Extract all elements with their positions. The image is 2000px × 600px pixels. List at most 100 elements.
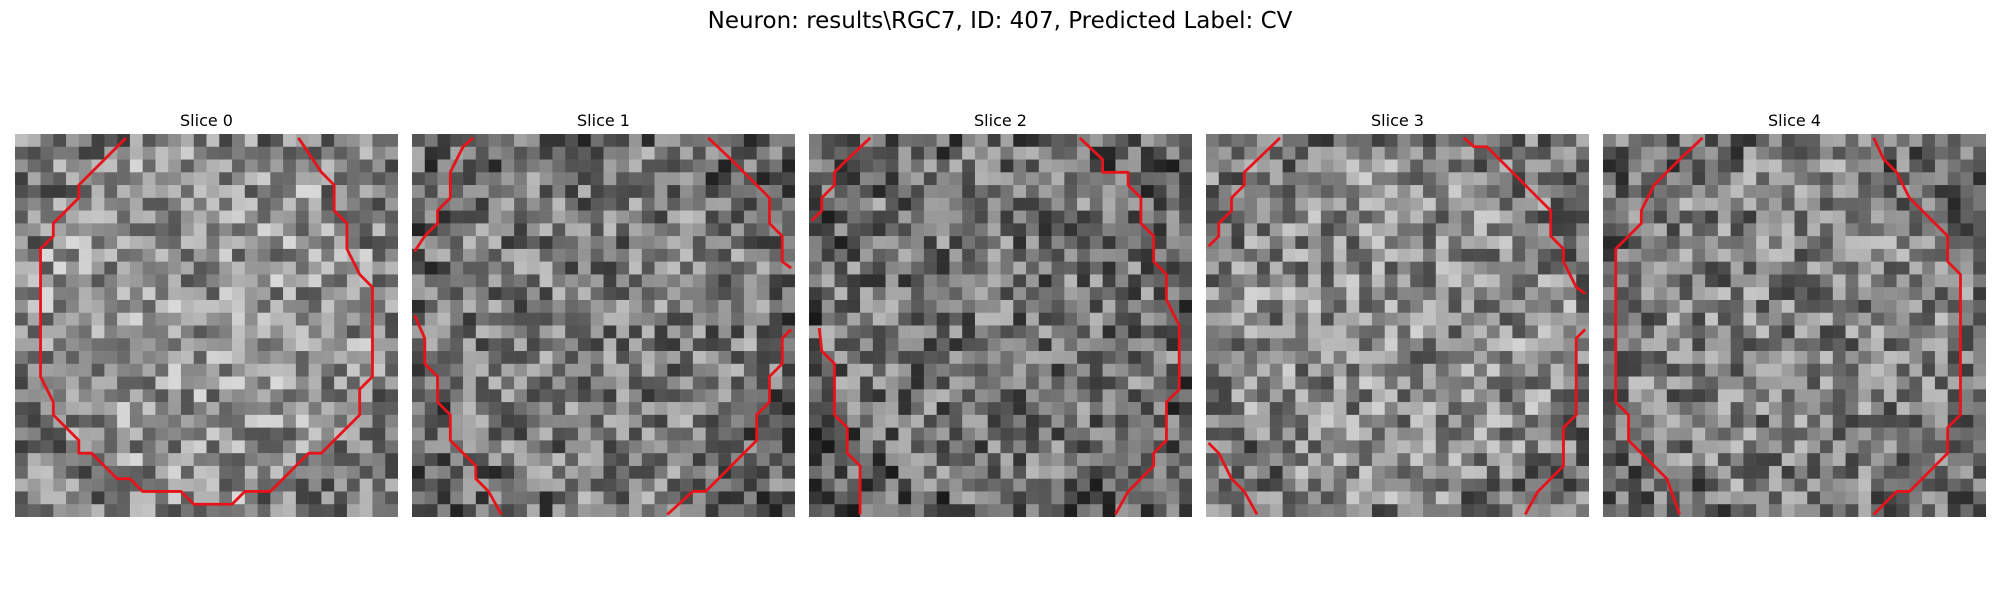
- pixel: [667, 415, 680, 428]
- pixel: [693, 172, 706, 185]
- pixel: [949, 377, 962, 390]
- pixel: [1346, 415, 1359, 428]
- pixel: [1948, 466, 1961, 479]
- pixel: [718, 415, 731, 428]
- pixel: [28, 211, 41, 224]
- pixel: [143, 300, 156, 313]
- pixel: [1909, 160, 1922, 173]
- pixel: [1884, 274, 1897, 287]
- pixel: [1141, 274, 1154, 287]
- pixel: [860, 236, 873, 249]
- pixel: [1538, 364, 1551, 377]
- pixel: [321, 211, 334, 224]
- pixel: [1641, 236, 1654, 249]
- pixel: [1705, 287, 1718, 300]
- pixel: [1244, 326, 1257, 339]
- pixel: [514, 428, 527, 441]
- pixel: [1884, 428, 1897, 441]
- pixel: [15, 440, 28, 453]
- pixel: [616, 326, 629, 339]
- pixel: [270, 313, 283, 326]
- pixel: [1538, 504, 1551, 517]
- pixel: [591, 223, 604, 236]
- pixel: [321, 326, 334, 339]
- pixel: [1782, 236, 1795, 249]
- pixel: [1512, 440, 1525, 453]
- pixel: [1563, 147, 1576, 160]
- pixel: [1833, 287, 1846, 300]
- pixel: [1244, 313, 1257, 326]
- pixel: [155, 428, 168, 441]
- pixel: [604, 236, 617, 249]
- pixel: [937, 351, 950, 364]
- pixel: [143, 453, 156, 466]
- pixel: [1846, 134, 1859, 147]
- pixel: [988, 389, 1001, 402]
- pixel: [1525, 415, 1538, 428]
- pixel: [425, 172, 438, 185]
- pixel: [143, 377, 156, 390]
- pixel: [924, 351, 937, 364]
- pixel: [489, 326, 502, 339]
- pixel: [1512, 364, 1525, 377]
- pixel: [1128, 160, 1141, 173]
- pixel: [1731, 504, 1744, 517]
- pixel: [1538, 415, 1551, 428]
- pixel: [258, 338, 271, 351]
- pixel: [706, 364, 719, 377]
- pixel: [489, 466, 502, 479]
- pixel: [1219, 300, 1232, 313]
- pixel: [15, 326, 28, 339]
- pixel: [66, 274, 79, 287]
- pixel: [1026, 185, 1039, 198]
- pixel: [1973, 134, 1986, 147]
- pixel: [412, 338, 425, 351]
- pixel: [41, 504, 54, 517]
- pixel: [168, 274, 181, 287]
- pixel: [1743, 249, 1756, 262]
- pixel: [1026, 504, 1039, 517]
- pixel: [181, 185, 194, 198]
- pixel: [1512, 147, 1525, 160]
- pixel: [1948, 274, 1961, 287]
- pixel: [1141, 364, 1154, 377]
- pixel: [1257, 185, 1270, 198]
- pixel: [1474, 428, 1487, 441]
- pixel: [1474, 172, 1487, 185]
- pixel: [1512, 262, 1525, 275]
- pixel: [1334, 236, 1347, 249]
- pixel: [1398, 351, 1411, 364]
- pixel: [873, 313, 886, 326]
- pixel: [1103, 313, 1116, 326]
- pixel: [1334, 223, 1347, 236]
- pixel: [1398, 466, 1411, 479]
- pixel: [1206, 453, 1219, 466]
- pixel: [1667, 364, 1680, 377]
- pixel: [194, 300, 207, 313]
- pixel: [321, 338, 334, 351]
- pixel: [1487, 415, 1500, 428]
- pixel: [1052, 172, 1065, 185]
- pixel: [1308, 364, 1321, 377]
- pixel: [245, 160, 258, 173]
- pixel: [514, 172, 527, 185]
- pixel: [680, 453, 693, 466]
- pixel: [438, 300, 451, 313]
- pixel: [898, 504, 911, 517]
- pixel: [1807, 415, 1820, 428]
- pixel: [693, 479, 706, 492]
- pixel: [1257, 364, 1270, 377]
- pixel: [1846, 223, 1859, 236]
- pixel: [79, 147, 92, 160]
- pixel: [1295, 147, 1308, 160]
- pixel: [1525, 326, 1538, 339]
- pixel: [1756, 300, 1769, 313]
- pixel: [744, 313, 757, 326]
- pixel: [347, 351, 360, 364]
- pixel: [385, 300, 398, 313]
- pixel: [911, 134, 924, 147]
- pixel: [1090, 326, 1103, 339]
- pixel: [604, 326, 617, 339]
- pixel: [680, 415, 693, 428]
- pixel: [744, 134, 757, 147]
